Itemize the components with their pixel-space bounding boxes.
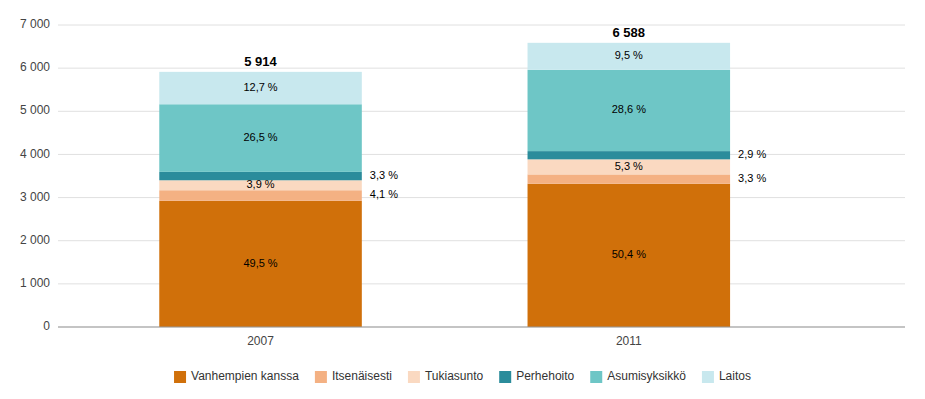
data-labels: 49,5 % 4,1 % 3,9 % 3,3 % 26,5 % 12,7 % 5 914 50… bbox=[243, 25, 766, 269]
x-tick-label: 2011 bbox=[616, 334, 642, 348]
y-tick-label: 4 000 bbox=[20, 147, 50, 161]
bar-segment bbox=[528, 184, 731, 327]
legend-label: Itsenäisesti bbox=[332, 369, 392, 383]
legend-swatch bbox=[315, 371, 327, 383]
segment-label: 5,3 % bbox=[615, 160, 643, 172]
grid-line bbox=[58, 327, 905, 328]
legend-item: Laitos bbox=[702, 369, 751, 383]
legend-swatch bbox=[702, 371, 714, 383]
y-ticks: 0 1 000 2 000 3 000 4 000 5 000 6 000 7 000 bbox=[20, 17, 50, 333]
y-tick-label: 2 000 bbox=[20, 233, 50, 247]
grid bbox=[58, 25, 905, 327]
bars bbox=[159, 43, 730, 327]
grid-line bbox=[58, 68, 905, 69]
legend-label: Vanhempien kanssa bbox=[191, 369, 299, 383]
segment-label: 4,1 % bbox=[370, 188, 398, 200]
y-tick-label: 3 000 bbox=[20, 190, 50, 204]
legend-label: Perhehoito bbox=[516, 369, 574, 383]
legend-item: Perhehoito bbox=[499, 369, 574, 383]
y-tick-label: 1 000 bbox=[20, 276, 50, 290]
bar-segment bbox=[528, 174, 731, 183]
legend-label: Tukiasunto bbox=[425, 369, 484, 383]
bar-segment bbox=[159, 104, 362, 172]
legend-label: Asumisyksikkö bbox=[607, 369, 686, 383]
legend-item: Asumisyksikkö bbox=[590, 369, 686, 383]
legend: Vanhempien kanssa Itsenäisesti Tukiasunto P… bbox=[174, 369, 751, 383]
x-tick-label: 2007 bbox=[247, 334, 274, 348]
grid-line bbox=[58, 25, 905, 26]
legend-swatch bbox=[590, 371, 602, 383]
segment-label: 3,3 % bbox=[738, 172, 766, 184]
bar-segment bbox=[159, 190, 362, 200]
legend-swatch bbox=[408, 371, 420, 383]
legend-item: Itsenäisesti bbox=[315, 369, 392, 383]
total-label: 5 914 bbox=[244, 54, 277, 69]
legend-swatch bbox=[499, 371, 511, 383]
legend-swatch bbox=[174, 371, 186, 383]
x-axis-line bbox=[58, 327, 905, 328]
segment-label: 50,4 % bbox=[612, 248, 646, 260]
segment-label: 28,6 % bbox=[612, 103, 646, 115]
y-tick-label: 0 bbox=[43, 319, 50, 333]
bar-segment bbox=[528, 70, 731, 151]
y-tick-label: 7 000 bbox=[20, 17, 50, 31]
segment-label: 3,3 % bbox=[370, 169, 398, 181]
legend-label: Laitos bbox=[719, 369, 751, 383]
segment-label: 12,7 % bbox=[243, 81, 277, 93]
segment-label: 49,5 % bbox=[243, 257, 277, 269]
y-tick-label: 6 000 bbox=[20, 60, 50, 74]
segment-label: 3,9 % bbox=[246, 178, 274, 190]
bar-segment bbox=[159, 201, 362, 327]
total-label: 6 588 bbox=[613, 25, 646, 40]
segment-label: 9,5 % bbox=[615, 49, 643, 61]
segment-label: 2,9 % bbox=[738, 148, 766, 160]
bar-segment bbox=[528, 43, 731, 70]
legend-item: Tukiasunto bbox=[408, 369, 484, 383]
chart: 0 1 000 2 000 3 000 4 000 5 000 6 000 7 000 49,5… bbox=[0, 0, 925, 399]
bar-segment bbox=[159, 72, 362, 104]
bar-segment bbox=[528, 151, 731, 159]
bar-segment bbox=[528, 159, 731, 174]
segment-label: 26,5 % bbox=[243, 131, 277, 143]
legend-item: Vanhempien kanssa bbox=[174, 369, 299, 383]
y-tick-label: 5 000 bbox=[20, 103, 50, 117]
